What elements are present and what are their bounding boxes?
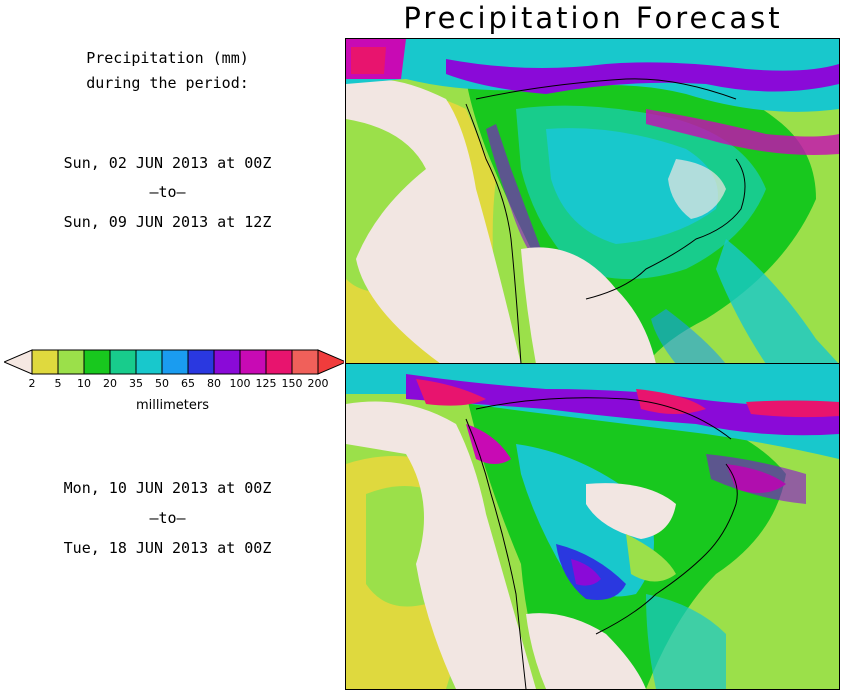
- precipitation-colorbar: [4, 349, 344, 375]
- colorbar-cell: [239, 349, 267, 375]
- colorbar-tick-label: 10: [77, 377, 91, 390]
- colorbar-cell: [161, 349, 189, 375]
- description-line1: Precipitation (mm): [86, 49, 249, 67]
- colorbar-cell: [31, 349, 59, 375]
- colorbar-tick-label: 80: [207, 377, 221, 390]
- colorbar-tick-label: 125: [255, 377, 277, 390]
- colorbar-cell: [83, 349, 111, 375]
- colorbar-tick-label: 200: [307, 377, 329, 390]
- period2-separator: –to–: [149, 509, 186, 527]
- colorbar-cell: [265, 349, 293, 375]
- colorbar-tick-label: 20: [103, 377, 117, 390]
- legend-units: millimeters: [136, 398, 209, 413]
- colorbar-tick-label: 2: [28, 377, 36, 390]
- colorbar-cell: [135, 349, 163, 375]
- forecast-map-period1: [345, 38, 840, 365]
- colorbar-cell: [187, 349, 215, 375]
- colorbar-arrow-high: [317, 349, 344, 375]
- forecast-map-period2: [345, 363, 840, 690]
- period1-start: Sun, 02 JUN 2013 at 00Z: [63, 154, 272, 172]
- period1-end: Sun, 09 JUN 2013 at 12Z: [63, 213, 272, 231]
- colorbar-arrow-low: [4, 349, 33, 375]
- colorbar-tick-label: 65: [181, 377, 195, 390]
- colorbar-tick-label: 5: [54, 377, 62, 390]
- colorbar-tick-label: 35: [129, 377, 143, 390]
- colorbar-tick-label: 50: [155, 377, 169, 390]
- colorbar-tick-label: 150: [281, 377, 303, 390]
- colorbar-cell: [291, 349, 319, 375]
- chart-title: Precipitation Forecast: [403, 1, 783, 35]
- colorbar-cell: [109, 349, 137, 375]
- colorbar-cell: [57, 349, 85, 375]
- colorbar-cell: [213, 349, 241, 375]
- period1-separator: –to–: [149, 183, 186, 201]
- period2-start: Mon, 10 JUN 2013 at 00Z: [63, 479, 272, 497]
- period2-end: Tue, 18 JUN 2013 at 00Z: [63, 539, 272, 557]
- description-line2: during the period:: [86, 74, 249, 92]
- colorbar-tick-label: 100: [229, 377, 251, 390]
